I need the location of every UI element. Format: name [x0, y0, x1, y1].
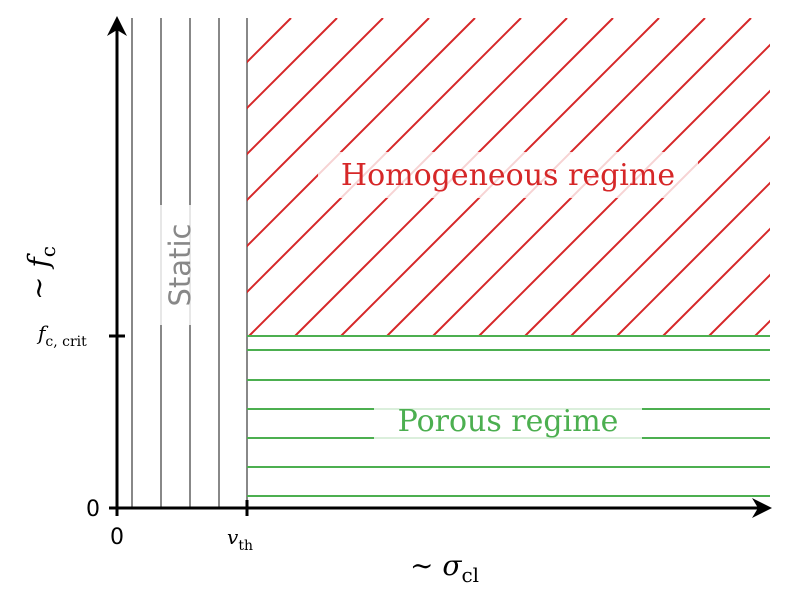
hatch-line — [708, 273, 770, 336]
label-box — [374, 398, 642, 442]
axes — [109, 26, 764, 516]
homogeneous-label: Homogeneous regime — [341, 158, 675, 193]
porous-hatch — [247, 335, 770, 497]
y-tick-label: 0 — [86, 497, 100, 522]
x-axis-label: ∼ σcl — [410, 549, 479, 587]
hatch-line — [754, 319, 770, 336]
hatch-line — [247, 18, 476, 248]
hatch-line — [247, 18, 384, 156]
x-tick-label: 0 — [110, 525, 124, 550]
x-arrow — [752, 498, 772, 518]
hatch-line — [247, 18, 430, 202]
y-axis-label: ∼ fc — [22, 246, 60, 300]
hatch-line — [247, 18, 338, 110]
static-label: Static — [163, 224, 197, 307]
hatch-line — [662, 227, 770, 336]
hatch-line — [570, 135, 770, 336]
x-tick-label: vth — [227, 525, 253, 554]
label-box — [318, 152, 698, 198]
y-tick-label: fc, crit — [36, 321, 87, 350]
hatch-line — [616, 181, 770, 336]
y-arrow — [107, 16, 127, 36]
porous-label: Porous regime — [398, 404, 619, 439]
label-box — [158, 205, 198, 325]
